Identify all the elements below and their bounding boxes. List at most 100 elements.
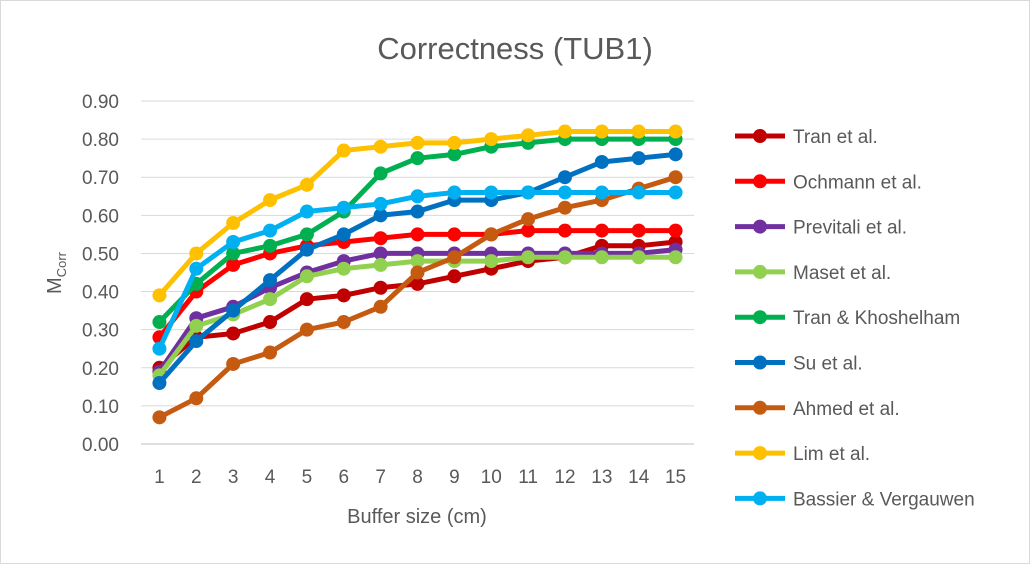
y-tick-label: 0.20 xyxy=(82,359,119,380)
data-point xyxy=(373,280,388,295)
chart-title: Correctness (TUB1) xyxy=(377,31,653,66)
y-tick-label: 0.30 xyxy=(82,321,119,342)
data-point xyxy=(189,261,204,276)
data-point xyxy=(668,170,683,185)
data-point xyxy=(299,227,314,242)
plot-area xyxy=(152,124,683,425)
data-point xyxy=(336,288,351,303)
x-tick-label: 5 xyxy=(302,467,313,488)
data-point xyxy=(373,139,388,154)
data-point xyxy=(263,292,278,307)
data-point xyxy=(226,235,241,250)
data-point xyxy=(263,273,278,288)
legend-marker xyxy=(753,264,767,279)
x-tick-label: 6 xyxy=(338,467,349,488)
legend-marker xyxy=(753,446,767,461)
x-tick-label: 11 xyxy=(518,467,538,488)
data-point xyxy=(299,322,314,337)
data-point xyxy=(299,177,314,192)
legend-label: Ochmann et al. xyxy=(793,172,922,193)
data-point xyxy=(447,185,462,200)
x-tick-label: 15 xyxy=(665,467,686,488)
data-point xyxy=(594,124,609,139)
data-point xyxy=(373,231,388,246)
legend-marker xyxy=(753,355,767,370)
data-point xyxy=(557,124,572,139)
series-group xyxy=(152,147,683,391)
legend-label: Maset et al. xyxy=(793,263,891,284)
data-point xyxy=(484,227,499,242)
x-axis-ticks: 1 2 3 4 5 6 7 8 9 10 11 12 13 14 15 xyxy=(154,467,686,488)
data-point xyxy=(373,166,388,181)
legend-item: Lim et al. xyxy=(735,444,870,465)
x-tick-label: 1 xyxy=(154,467,165,488)
data-point xyxy=(336,143,351,158)
data-point xyxy=(410,204,425,219)
x-tick-label: 4 xyxy=(265,467,276,488)
legend-label: Tran & Khoshelham xyxy=(793,308,960,329)
data-point xyxy=(447,227,462,242)
legend-item: Previtali et al. xyxy=(735,218,907,239)
legend-label: Bassier & Vergauwen xyxy=(793,489,975,510)
data-point xyxy=(410,189,425,204)
legend-marker xyxy=(753,129,767,143)
legend-marker xyxy=(753,219,767,234)
x-tick-label: 12 xyxy=(554,467,575,488)
legend-marker xyxy=(753,400,767,415)
legend-label: Previtali et al. xyxy=(793,218,907,239)
data-point xyxy=(226,246,241,261)
data-point xyxy=(557,170,572,185)
legend-label: Ahmed et al. xyxy=(793,399,900,420)
data-point xyxy=(631,185,646,200)
data-point xyxy=(152,376,167,391)
data-point xyxy=(631,151,646,166)
data-point xyxy=(484,132,499,147)
y-tick-label: 0.70 xyxy=(82,168,119,189)
data-point xyxy=(631,124,646,139)
data-point xyxy=(447,135,462,150)
data-point xyxy=(594,250,609,265)
legend-item: Ahmed et al. xyxy=(735,399,900,420)
data-point xyxy=(668,185,683,200)
data-point xyxy=(447,269,462,284)
legend-item: Ochmann et al. xyxy=(735,172,922,193)
data-point xyxy=(373,208,388,223)
data-point xyxy=(226,303,241,318)
data-point xyxy=(668,124,683,139)
data-point xyxy=(410,227,425,242)
data-point xyxy=(263,238,278,253)
data-point xyxy=(557,185,572,200)
data-point xyxy=(557,223,572,238)
data-point xyxy=(521,250,536,265)
y-tick-label: 0.40 xyxy=(82,283,119,304)
legend-item: Bassier & Vergauwen xyxy=(735,489,975,510)
x-tick-label: 2 xyxy=(191,467,202,488)
data-point xyxy=(631,223,646,238)
data-point xyxy=(336,261,351,276)
data-point xyxy=(152,341,167,356)
x-tick-label: 14 xyxy=(628,467,650,488)
y-tick-label: 0.60 xyxy=(82,206,119,227)
data-point xyxy=(263,315,278,330)
data-point xyxy=(521,185,536,200)
legend-label: Tran et al. xyxy=(793,127,878,148)
legend-item: Maset et al. xyxy=(735,263,891,284)
legend-item: Su et al. xyxy=(735,354,863,375)
data-point xyxy=(299,269,314,284)
data-point xyxy=(594,223,609,238)
data-point xyxy=(521,212,536,227)
y-axis-label-subscript: Corr xyxy=(54,251,69,277)
x-tick-label: 7 xyxy=(375,467,386,488)
legend-marker xyxy=(753,174,767,189)
data-point xyxy=(189,391,204,406)
y-axis-label: MCorr xyxy=(44,251,69,294)
data-point xyxy=(373,299,388,314)
data-point xyxy=(336,227,351,242)
data-point xyxy=(299,242,314,257)
data-point xyxy=(336,200,351,215)
data-point xyxy=(668,250,683,265)
data-point xyxy=(263,345,278,360)
legend-label: Lim et al. xyxy=(793,444,870,465)
